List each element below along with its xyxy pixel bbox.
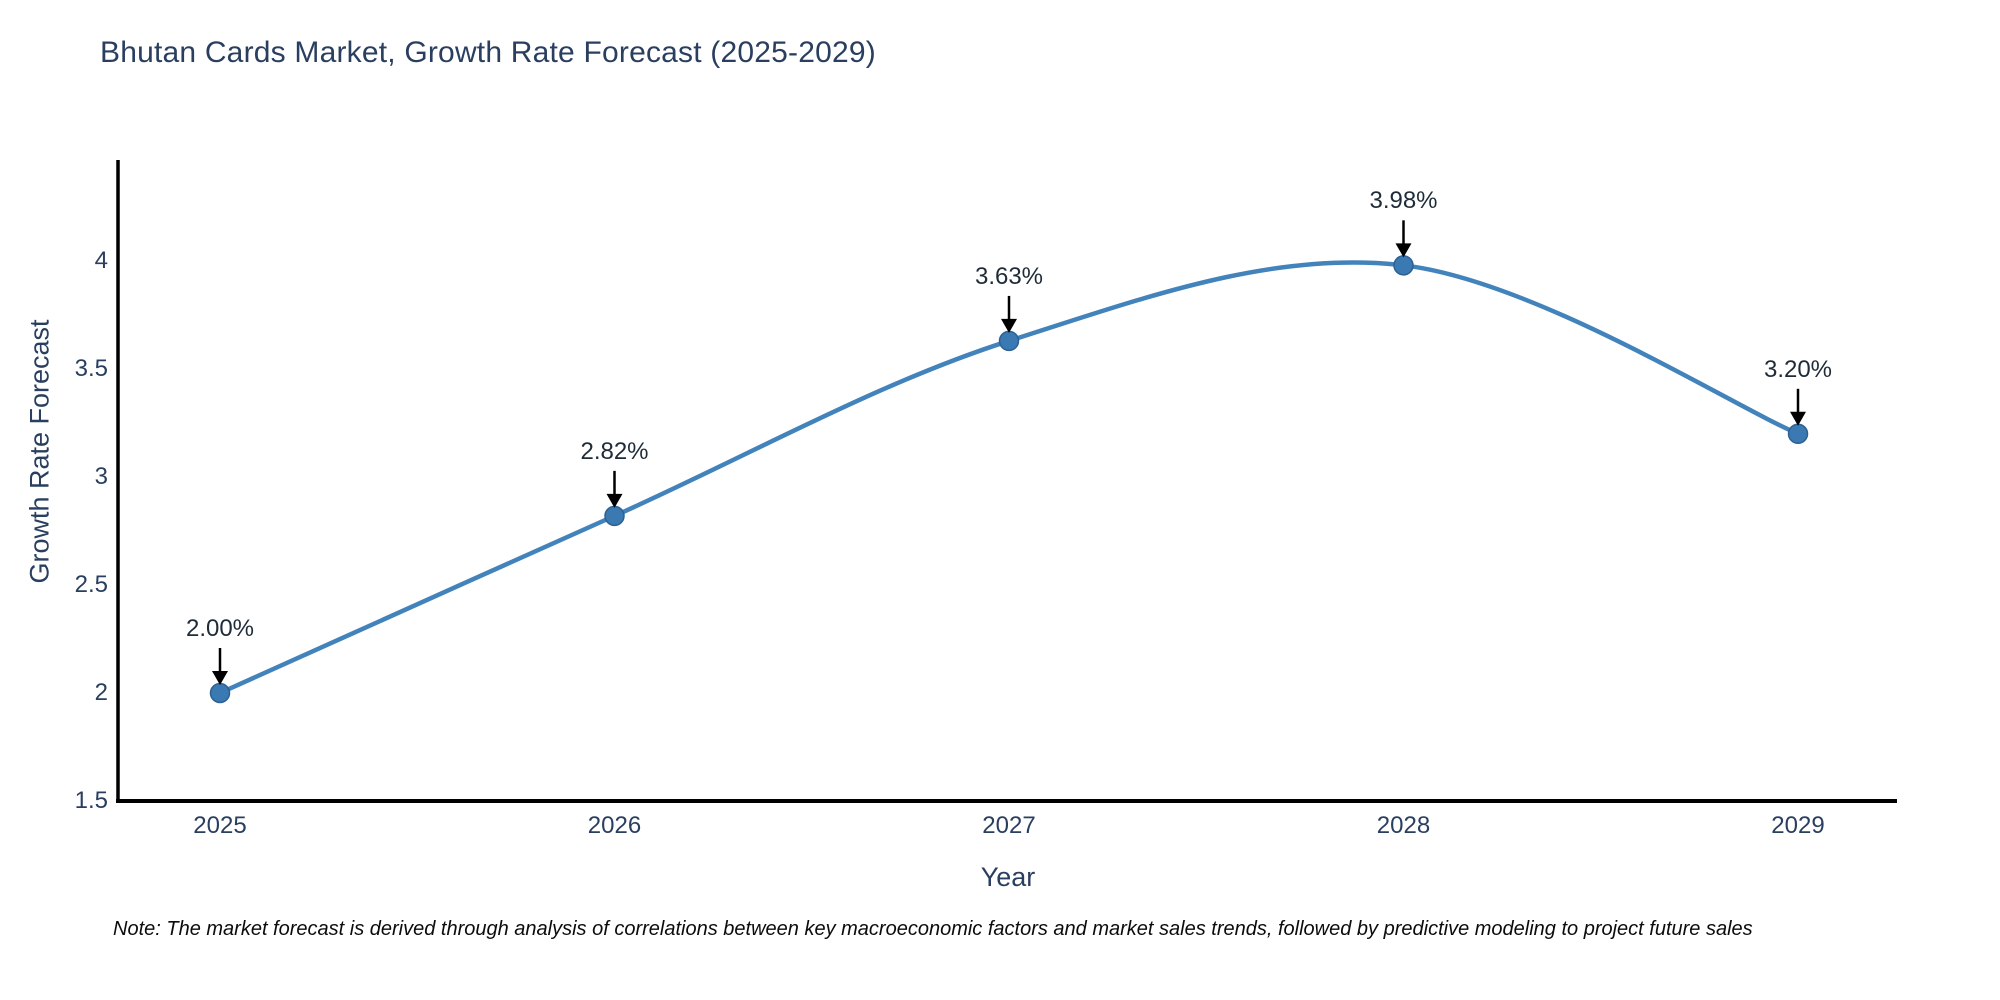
annotation-label: 2.82% xyxy=(580,437,649,465)
annotation-arrowhead xyxy=(606,493,623,508)
annotation-label: 3.63% xyxy=(974,262,1044,290)
y-tick-label: 4 xyxy=(94,247,108,274)
x-tick-label: 2028 xyxy=(1376,812,1431,839)
data-point-marker xyxy=(998,330,1020,352)
annotation-label: 2.00% xyxy=(185,615,255,642)
y-tick-label: 2 xyxy=(94,679,108,706)
annotation-arrowhead xyxy=(1790,411,1806,426)
y-tick-label: 3.5 xyxy=(74,355,108,382)
x-tick-label: 2025 xyxy=(193,812,247,839)
annotation-label: 3.20% xyxy=(1763,355,1833,383)
data-point-marker xyxy=(209,682,231,704)
x-tick-label: 2027 xyxy=(982,812,1036,839)
y-tick-label: 1.5 xyxy=(74,787,108,814)
annotation-arrowhead xyxy=(1001,318,1017,333)
x-tick-label: 2029 xyxy=(1771,812,1825,839)
data-point-marker xyxy=(1393,255,1414,276)
annotation-arrowhead xyxy=(1395,243,1412,258)
footnote: Note: The market forecast is derived thr… xyxy=(113,918,1753,940)
annotation-arrowhead xyxy=(212,671,228,685)
x-axis-title: Year xyxy=(980,862,1036,892)
chart-title: Bhutan Cards Market, Growth Rate Forecas… xyxy=(100,36,876,69)
y-tick-label: 3 xyxy=(94,463,108,490)
y-tick-label: 2.5 xyxy=(74,571,108,598)
x-tick-label: 2026 xyxy=(587,812,642,839)
data-point-marker xyxy=(604,505,625,527)
annotation-label: 3.98% xyxy=(1369,187,1438,215)
data-point-marker xyxy=(1787,423,1809,445)
